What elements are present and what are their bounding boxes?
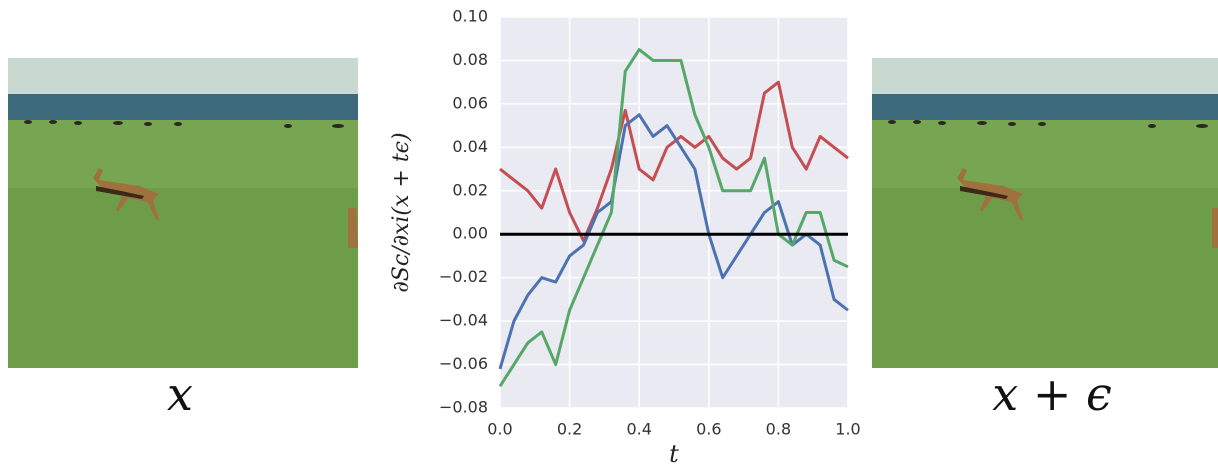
image-caption: x (167, 367, 193, 421)
chart: −0.08 −0.06 −0.04 −0.02 0.00 0.02 0.04 0.06 0.08… (389, 7, 861, 469)
y-tick-label: 0.00 (452, 224, 488, 243)
y-tick-label: 0.02 (452, 180, 488, 199)
y-axis-label: ∂Sc/∂xi(x + tϵ) (389, 132, 414, 292)
y-tick-label: −0.04 (439, 311, 488, 330)
plot-background (500, 17, 848, 408)
input-image (8, 58, 358, 368)
series-line (498, 48, 849, 388)
series-line (499, 80, 849, 243)
x-tick-label: 0.6 (696, 420, 721, 439)
perturbed-image (872, 58, 1218, 368)
y-tick-label: 0.04 (452, 137, 488, 156)
x-tick-label: 0.2 (557, 420, 582, 439)
series-line (498, 113, 849, 370)
image-caption: x + ϵ (992, 367, 1112, 421)
x-tick-label: 0.8 (766, 420, 791, 439)
x-tick-label: 0.0 (487, 420, 512, 439)
y-tick-label: −0.02 (439, 267, 488, 286)
y-tick-label: −0.08 (439, 398, 488, 417)
y-tick-label: 0.06 (452, 93, 488, 112)
x-axis-label: t (669, 440, 679, 468)
x-tick-label: 1.0 (835, 420, 860, 439)
y-tick-label: 0.08 (452, 50, 488, 69)
y-tick-label: 0.10 (452, 7, 488, 26)
x-tick-label: 0.4 (626, 420, 651, 439)
y-tick-label: −0.06 (439, 354, 488, 373)
